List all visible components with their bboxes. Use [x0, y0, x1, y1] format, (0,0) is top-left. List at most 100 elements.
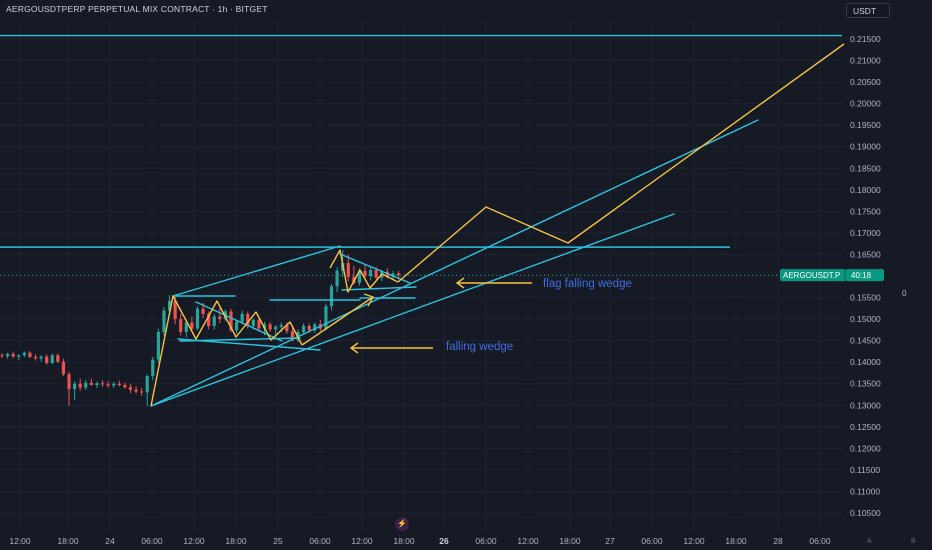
- candle: [218, 316, 222, 320]
- x-tick-label: 27: [605, 536, 615, 546]
- candle: [324, 306, 328, 329]
- x-tick-label: 06:00: [641, 536, 663, 546]
- breakout-path-1[interactable]: [301, 296, 374, 346]
- candle: [73, 383, 77, 389]
- wave-path-2[interactable]: [329, 249, 399, 293]
- arrowhead: [363, 293, 375, 307]
- candle: [56, 355, 60, 362]
- y-tick-label: 0.20000: [850, 99, 881, 109]
- y-tick-label: 0.12500: [850, 422, 881, 432]
- candle: [346, 263, 350, 277]
- y-tick-label: 0.11500: [850, 465, 880, 475]
- candle: [117, 383, 121, 386]
- arrowhead: [349, 342, 359, 354]
- candle: [78, 383, 82, 388]
- candle: [391, 273, 395, 277]
- candle: [207, 313, 211, 326]
- y-tick-label: 0.11000: [850, 486, 880, 496]
- y-tick-label: 0.19500: [850, 120, 881, 130]
- flag-upper-line[interactable]: [339, 253, 411, 284]
- annotation-label: flag falling wedge: [543, 278, 632, 290]
- price-tag-symbol: AERGOUSDT.P: [783, 271, 840, 280]
- annotation-label: falling wedge: [446, 341, 513, 353]
- candle: [156, 332, 160, 360]
- last-price-tag: [780, 269, 846, 282]
- y-tick-label: 0.20500: [850, 77, 881, 87]
- x-tick-label: 06:00: [809, 536, 831, 546]
- candle: [279, 325, 283, 327]
- candle: [190, 322, 194, 329]
- channel-upper-line[interactable]: [150, 119, 759, 407]
- x-tick-label: 25: [273, 536, 283, 546]
- candle: [229, 311, 233, 331]
- candle: [257, 319, 261, 329]
- candle: [201, 308, 205, 314]
- candle: [363, 270, 367, 276]
- candle: [290, 331, 295, 340]
- x-tick-label: 18:00: [393, 536, 415, 546]
- y-tick-label: 0.14500: [850, 336, 881, 346]
- candle: [5, 353, 10, 357]
- x-tick-label: 06:00: [475, 536, 497, 546]
- candle: [167, 300, 172, 311]
- candle: [45, 356, 49, 364]
- candle: [212, 316, 216, 326]
- channel-lower-line[interactable]: [150, 213, 675, 407]
- y-tick-label: 0.15000: [850, 314, 881, 324]
- candle: [369, 269, 373, 276]
- candle: [307, 325, 311, 331]
- candle: [95, 383, 99, 386]
- candle: [301, 325, 306, 333]
- currency-selector[interactable]: USDT: [846, 3, 890, 18]
- candle: [162, 310, 166, 333]
- x-tick-label: 12:00: [517, 536, 539, 546]
- x-tick-label: 24: [105, 536, 115, 546]
- candle: [240, 313, 244, 322]
- scale-mode-a-icon[interactable]: A: [867, 538, 872, 545]
- candle: [274, 326, 278, 330]
- y-tick-label: 0.19000: [850, 142, 881, 152]
- y-tick-label: 0.16500: [850, 249, 881, 259]
- candle: [396, 273, 401, 276]
- candle: [357, 270, 362, 283]
- x-tick-label: 18:00: [57, 536, 79, 546]
- wave-path-1[interactable]: [150, 295, 303, 407]
- y-tick-label: 0.18500: [850, 163, 881, 173]
- candle: [33, 357, 38, 359]
- scale-mode-b-icon[interactable]: B: [911, 538, 916, 545]
- arrowhead: [455, 277, 465, 289]
- candle: [151, 359, 155, 376]
- countdown-tag: [846, 269, 884, 282]
- x-tick-label: 18:00: [725, 536, 747, 546]
- y-tick-label: 0.13500: [850, 379, 881, 389]
- candle: [39, 356, 43, 359]
- candle: [329, 286, 334, 307]
- wedge-lower-line[interactable]: [179, 337, 301, 342]
- candle: [100, 383, 105, 385]
- x-tick-label: 06:00: [309, 536, 331, 546]
- y-tick-label: 0.21000: [850, 56, 881, 66]
- candle: [11, 353, 15, 357]
- chart-title: AERGOUSDTPERP PERPETUAL MIX CONTRACT · 1…: [6, 4, 268, 14]
- flag-lower-line[interactable]: [341, 286, 417, 291]
- x-tick-label: 12:00: [183, 536, 205, 546]
- y-tick-label: 0.14000: [850, 357, 881, 367]
- y-tick-label: 0.15500: [850, 293, 881, 303]
- candle: [61, 361, 66, 375]
- y-tick-label: 0.13000: [850, 400, 881, 410]
- candle: [374, 269, 378, 278]
- y-tick-label: 0.17500: [850, 206, 881, 216]
- x-tick-label: 18:00: [225, 536, 247, 546]
- x-tick-label: 28: [773, 536, 783, 546]
- channel-mid-line[interactable]: [172, 245, 341, 297]
- projection-path[interactable]: [397, 43, 845, 283]
- candle: [0, 355, 4, 357]
- candle: [179, 319, 183, 333]
- x-tick-label: 12:00: [683, 536, 705, 546]
- lightning-bolt-icon[interactable]: ⚡: [395, 517, 409, 531]
- candle: [195, 308, 200, 329]
- candle: [251, 319, 255, 326]
- y-tick-label: 0.21500: [850, 34, 881, 44]
